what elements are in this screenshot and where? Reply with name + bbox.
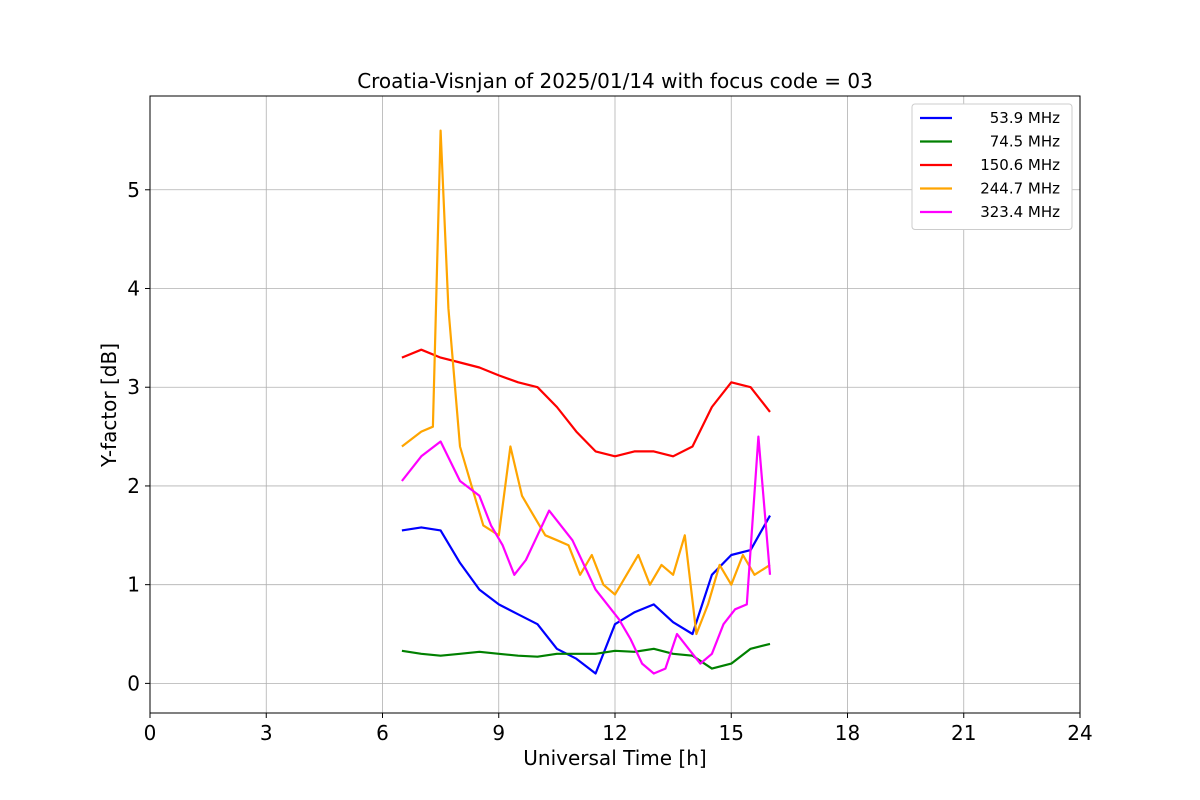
x-tick-label: 0 (144, 721, 157, 745)
legend-box (911, 103, 1073, 230)
series-line-323-4-mhz (401, 435, 772, 675)
chart-title: Croatia-Visnjan of 2025/01/14 with focus… (357, 69, 873, 93)
series-layer (401, 129, 772, 675)
legend: 53.9 MHz 74.5 MHz 150.6 MHz 244.7 MHz 323.4 … (911, 103, 1073, 230)
y-tick-label: 0 (127, 671, 140, 695)
x-tick-label: 21 (951, 721, 976, 745)
legend-label: 150.6 MHz (980, 156, 1060, 174)
x-tick-label: 6 (376, 721, 389, 745)
x-tick-label: 12 (602, 721, 627, 745)
x-tick-label: 18 (835, 721, 860, 745)
y-axis-label: Y-factor [dB] (97, 343, 121, 468)
x-tick-label: 24 (1067, 721, 1092, 745)
y-tick-label: 2 (127, 474, 140, 498)
legend-label: 74.5 MHz (990, 133, 1060, 151)
series-line-53-9-mhz (401, 515, 771, 675)
y-tick-label: 1 (127, 573, 140, 597)
x-tick-label: 9 (492, 721, 505, 745)
y-tick-label: 3 (127, 375, 140, 399)
legend-label: 244.7 MHz (980, 180, 1060, 198)
series-line-74-5-mhz (401, 642, 771, 670)
x-axis-label: Universal Time [h] (523, 746, 706, 770)
series-line-244-7-mhz (401, 129, 771, 636)
legend-label: 53.9 MHz (990, 109, 1060, 127)
y-tick-label: 5 (127, 178, 140, 202)
legend-label: 323.4 MHz (980, 203, 1060, 221)
x-tick-label: 3 (260, 721, 273, 745)
x-tick-label: 15 (719, 721, 744, 745)
series-line-150-6-mhz (401, 348, 771, 458)
y-tick-label: 4 (127, 277, 140, 301)
